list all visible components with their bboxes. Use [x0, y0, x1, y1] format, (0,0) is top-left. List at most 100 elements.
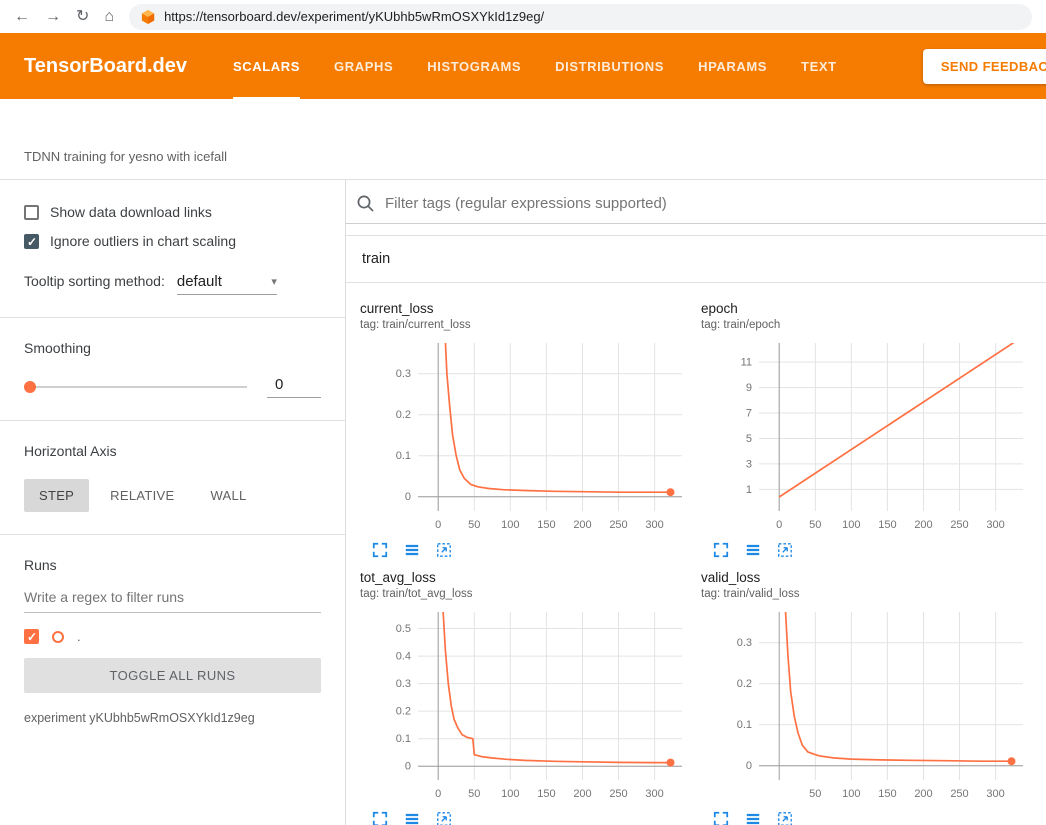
- svg-text:300: 300: [986, 788, 1004, 800]
- url-text: https://tensorboard.dev/experiment/yKUbh…: [164, 9, 544, 24]
- line-chart[interactable]: 5010015020025030000.10.20.3: [701, 606, 1031, 811]
- experiment-id-note: experiment yKUbhb5wRmOSXYkId1z9eg: [24, 711, 321, 725]
- line-chart[interactable]: 05010015020025030000.10.20.30.40.5: [360, 606, 690, 811]
- svg-text:3: 3: [746, 458, 752, 470]
- svg-text:0: 0: [746, 760, 752, 772]
- svg-text:0.1: 0.1: [396, 733, 411, 745]
- svg-text:200: 200: [573, 519, 591, 531]
- line-chart[interactable]: 05010015020025030000.10.20.3: [360, 337, 690, 542]
- chart-title: tot_avg_loss: [360, 570, 701, 585]
- svg-text:0.1: 0.1: [737, 719, 752, 731]
- chart-title: current_loss: [360, 301, 701, 316]
- svg-text:250: 250: [950, 788, 968, 800]
- chart-card-current-loss: current_loss tag: train/current_loss 0 50…: [360, 301, 701, 558]
- smoothing-slider-thumb[interactable]: [24, 381, 36, 393]
- nav-tabs: SCALARS GRAPHS HISTOGRAMS DISTRIBUTIONS …: [233, 33, 923, 99]
- svg-text:300: 300: [986, 519, 1004, 531]
- svg-text:11: 11: [741, 357, 752, 369]
- tag-filter-input[interactable]: [385, 195, 1046, 212]
- axis-wall-button[interactable]: WALL: [195, 479, 261, 512]
- experiment-description-bar: TDNN training for yesno with icefall: [0, 99, 1046, 180]
- tab-histograms[interactable]: HISTOGRAMS: [427, 33, 521, 99]
- show-download-links-row[interactable]: Show data download links: [24, 204, 321, 220]
- tensorboard-favicon-icon: [141, 10, 155, 24]
- run-name: .: [77, 629, 81, 644]
- svg-text:7: 7: [746, 408, 752, 420]
- chart-card-valid-loss: valid_loss tag: train/valid_loss 5010015…: [701, 570, 1042, 825]
- chart-title: valid_loss: [701, 570, 1042, 585]
- tab-distributions[interactable]: DISTRIBUTIONS: [555, 33, 664, 99]
- fullscreen-icon[interactable]: [713, 811, 729, 825]
- back-icon[interactable]: ←: [14, 9, 30, 25]
- data-rows-icon[interactable]: [404, 542, 420, 558]
- home-icon[interactable]: ⌂: [104, 9, 114, 25]
- svg-text:0.4: 0.4: [396, 651, 411, 663]
- fit-to-data-icon[interactable]: [777, 811, 793, 825]
- run-checkbox[interactable]: [24, 629, 39, 644]
- show-download-links-checkbox[interactable]: [24, 205, 39, 220]
- address-bar[interactable]: https://tensorboard.dev/experiment/yKUbh…: [129, 4, 1032, 30]
- svg-text:9: 9: [746, 382, 752, 394]
- data-rows-icon[interactable]: [745, 811, 761, 825]
- forward-icon[interactable]: →: [45, 9, 61, 25]
- data-rows-icon[interactable]: [745, 542, 761, 558]
- chart-tag: tag: train/tot_avg_loss: [360, 588, 701, 600]
- svg-text:250: 250: [950, 519, 968, 531]
- charts-grid: current_loss tag: train/current_loss 050…: [346, 283, 1046, 825]
- tab-hparams[interactable]: HPARAMS: [698, 33, 767, 99]
- smoothing-slider[interactable]: [24, 386, 247, 388]
- reload-icon[interactable]: ↻: [76, 9, 89, 25]
- fit-to-data-icon[interactable]: [777, 542, 793, 558]
- svg-text:300: 300: [645, 519, 663, 531]
- ignore-outliers-checkbox[interactable]: [24, 234, 39, 249]
- svg-text:50: 50: [468, 788, 480, 800]
- svg-text:50: 50: [468, 519, 480, 531]
- svg-text:0.3: 0.3: [396, 368, 411, 380]
- svg-text:0.2: 0.2: [396, 706, 411, 718]
- ignore-outliers-row[interactable]: Ignore outliers in chart scaling: [24, 233, 321, 249]
- data-rows-icon[interactable]: [404, 811, 420, 825]
- svg-text:0: 0: [776, 519, 782, 531]
- smoothing-value-field[interactable]: 0: [267, 376, 321, 398]
- chevron-down-icon: ▾: [271, 275, 277, 288]
- svg-text:1: 1: [746, 484, 752, 496]
- chart-tag: tag: train/current_loss: [360, 319, 701, 331]
- runs-label: Runs: [24, 557, 321, 573]
- fit-to-data-icon[interactable]: [436, 811, 452, 825]
- fullscreen-icon[interactable]: [372, 811, 388, 825]
- smoothing-label: Smoothing: [24, 340, 321, 356]
- svg-text:50: 50: [809, 519, 821, 531]
- runs-filter-input[interactable]: [24, 585, 321, 613]
- send-feedback-button[interactable]: SEND FEEDBACK: [923, 49, 1046, 84]
- divider: [0, 317, 345, 318]
- svg-text:300: 300: [645, 788, 663, 800]
- svg-text:150: 150: [878, 519, 896, 531]
- svg-text:0.3: 0.3: [737, 637, 752, 649]
- svg-text:0: 0: [405, 761, 411, 773]
- axis-relative-button[interactable]: RELATIVE: [95, 479, 189, 512]
- chart-card-epoch: epoch tag: train/epoch 05010015020025030…: [701, 301, 1042, 558]
- fullscreen-icon[interactable]: [713, 542, 729, 558]
- axis-step-button[interactable]: STEP: [24, 479, 89, 512]
- tag-group-title[interactable]: train: [346, 236, 1046, 283]
- tab-scalars[interactable]: SCALARS: [233, 33, 300, 99]
- toggle-all-runs-button[interactable]: TOGGLE ALL RUNS: [24, 658, 321, 693]
- line-chart[interactable]: 0501001502002503001357911: [701, 337, 1031, 542]
- divider: [0, 420, 345, 421]
- chart-toolbar: [701, 542, 1042, 558]
- tab-text[interactable]: TEXT: [801, 33, 837, 99]
- brand-title: TensorBoard.dev: [24, 55, 187, 78]
- tooltip-sorting-value: default: [177, 273, 222, 290]
- chart-toolbar: [360, 542, 701, 558]
- run-row[interactable]: .: [24, 629, 321, 644]
- fullscreen-icon[interactable]: [372, 542, 388, 558]
- svg-text:100: 100: [501, 788, 519, 800]
- fit-to-data-icon[interactable]: [436, 542, 452, 558]
- tab-graphs[interactable]: GRAPHS: [334, 33, 393, 99]
- app-header: TensorBoard.dev SCALARS GRAPHS HISTOGRAM…: [0, 33, 1046, 99]
- tooltip-sorting-select[interactable]: default ▾: [177, 273, 277, 295]
- ignore-outliers-label: Ignore outliers in chart scaling: [50, 233, 236, 249]
- chart-card-tot-avg-loss: tot_avg_loss tag: train/tot_avg_loss 0 50…: [360, 570, 701, 825]
- svg-text:0: 0: [405, 491, 411, 503]
- svg-text:5: 5: [746, 433, 752, 445]
